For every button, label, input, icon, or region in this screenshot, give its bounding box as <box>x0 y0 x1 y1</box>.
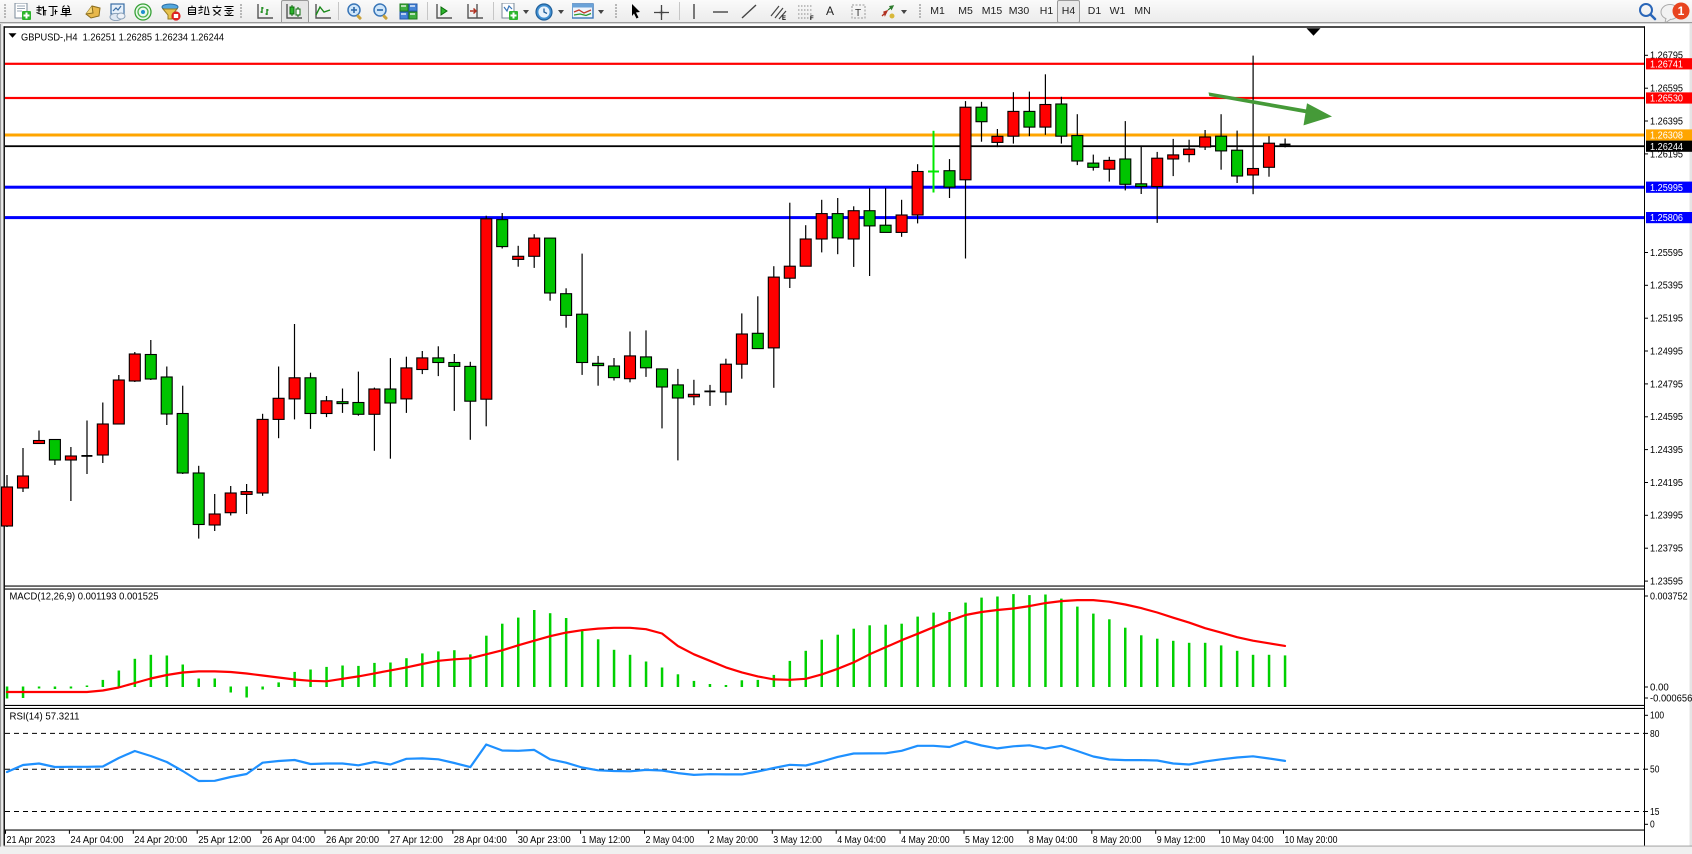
svg-text:E: E <box>782 16 786 21</box>
svg-text:GBPUSD-,H4 1.26251 1.26285 1.: GBPUSD-,H4 1.26251 1.26285 1.26234 1.262… <box>21 31 224 43</box>
svg-text:1.23595: 1.23595 <box>1650 576 1683 587</box>
svg-text:1.25595: 1.25595 <box>1650 248 1683 259</box>
svg-text:1.24395: 1.24395 <box>1650 445 1683 456</box>
svg-text:1.26595: 1.26595 <box>1650 84 1683 95</box>
svg-text:10 May 04:00: 10 May 04:00 <box>1221 835 1274 846</box>
svg-text:0.00: 0.00 <box>1650 682 1669 693</box>
svg-text:RSI(14) 57.3211: RSI(14) 57.3211 <box>10 711 80 723</box>
svg-text:9 May 12:00: 9 May 12:00 <box>1157 835 1206 846</box>
svg-text:8 May 04:00: 8 May 04:00 <box>1029 835 1078 846</box>
svg-text:0: 0 <box>1650 820 1655 831</box>
svg-text:0.003752: 0.003752 <box>1650 591 1688 602</box>
svg-text:4 May 04:00: 4 May 04:00 <box>837 835 886 846</box>
svg-text:50: 50 <box>1650 765 1660 776</box>
svg-text:1.25195: 1.25195 <box>1650 314 1683 325</box>
svg-text:27 Apr 12:00: 27 Apr 12:00 <box>390 835 443 846</box>
svg-text:1.24595: 1.24595 <box>1650 412 1683 423</box>
svg-text:1.26195: 1.26195 <box>1650 149 1683 160</box>
svg-text:15: 15 <box>1650 807 1660 818</box>
svg-text:24 Apr 20:00: 24 Apr 20:00 <box>134 835 187 846</box>
svg-text:25 Apr 12:00: 25 Apr 12:00 <box>198 835 251 846</box>
svg-text:1.24195: 1.24195 <box>1650 478 1683 489</box>
svg-text:F: F <box>810 16 814 21</box>
svg-text:3 May 12:00: 3 May 12:00 <box>773 835 822 846</box>
svg-text:8 May 20:00: 8 May 20:00 <box>1093 835 1142 846</box>
svg-text:1.24995: 1.24995 <box>1650 346 1683 357</box>
svg-text:28 Apr 04:00: 28 Apr 04:00 <box>454 835 507 846</box>
svg-text:5 May 12:00: 5 May 12:00 <box>965 835 1014 846</box>
svg-text:1.25806: 1.25806 <box>1650 213 1683 224</box>
svg-text:-0.000656: -0.000656 <box>1650 693 1692 704</box>
svg-text:1.26530: 1.26530 <box>1650 94 1683 105</box>
svg-text:1.26741: 1.26741 <box>1650 59 1683 70</box>
svg-text:1.23995: 1.23995 <box>1650 511 1683 522</box>
svg-text:MACD(12,26,9) 0.001193 0.00152: MACD(12,26,9) 0.001193 0.001525 <box>10 591 159 603</box>
svg-text:T: T <box>855 8 861 19</box>
svg-text:4 May 20:00: 4 May 20:00 <box>901 835 950 846</box>
svg-text:1.26795: 1.26795 <box>1650 51 1683 62</box>
svg-text:30 Apr 23:00: 30 Apr 23:00 <box>518 835 571 846</box>
svg-text:26 Apr 20:00: 26 Apr 20:00 <box>326 835 379 846</box>
svg-text:1.23795: 1.23795 <box>1650 544 1683 555</box>
svg-text:1 May 12:00: 1 May 12:00 <box>582 835 631 846</box>
svg-text:1.25395: 1.25395 <box>1650 281 1683 292</box>
svg-text:2 May 20:00: 2 May 20:00 <box>709 835 758 846</box>
svg-text:1.26395: 1.26395 <box>1650 116 1683 127</box>
svg-text:1.26244: 1.26244 <box>1650 142 1683 153</box>
svg-text:26 Apr 04:00: 26 Apr 04:00 <box>262 835 315 846</box>
svg-text:24 Apr 04:00: 24 Apr 04:00 <box>70 835 123 846</box>
svg-text:1.26308: 1.26308 <box>1650 131 1683 142</box>
svg-text:80: 80 <box>1650 729 1660 740</box>
svg-text:1: 1 <box>1678 4 1685 18</box>
svg-text:2 May 04:00: 2 May 04:00 <box>646 835 695 846</box>
svg-text:10 May 20:00: 10 May 20:00 <box>1285 835 1338 846</box>
svg-text:100: 100 <box>1650 711 1664 722</box>
svg-text:21 Apr 2023: 21 Apr 2023 <box>7 835 56 846</box>
svg-text:1.24795: 1.24795 <box>1650 379 1683 390</box>
svg-text:1.25995: 1.25995 <box>1650 183 1683 194</box>
